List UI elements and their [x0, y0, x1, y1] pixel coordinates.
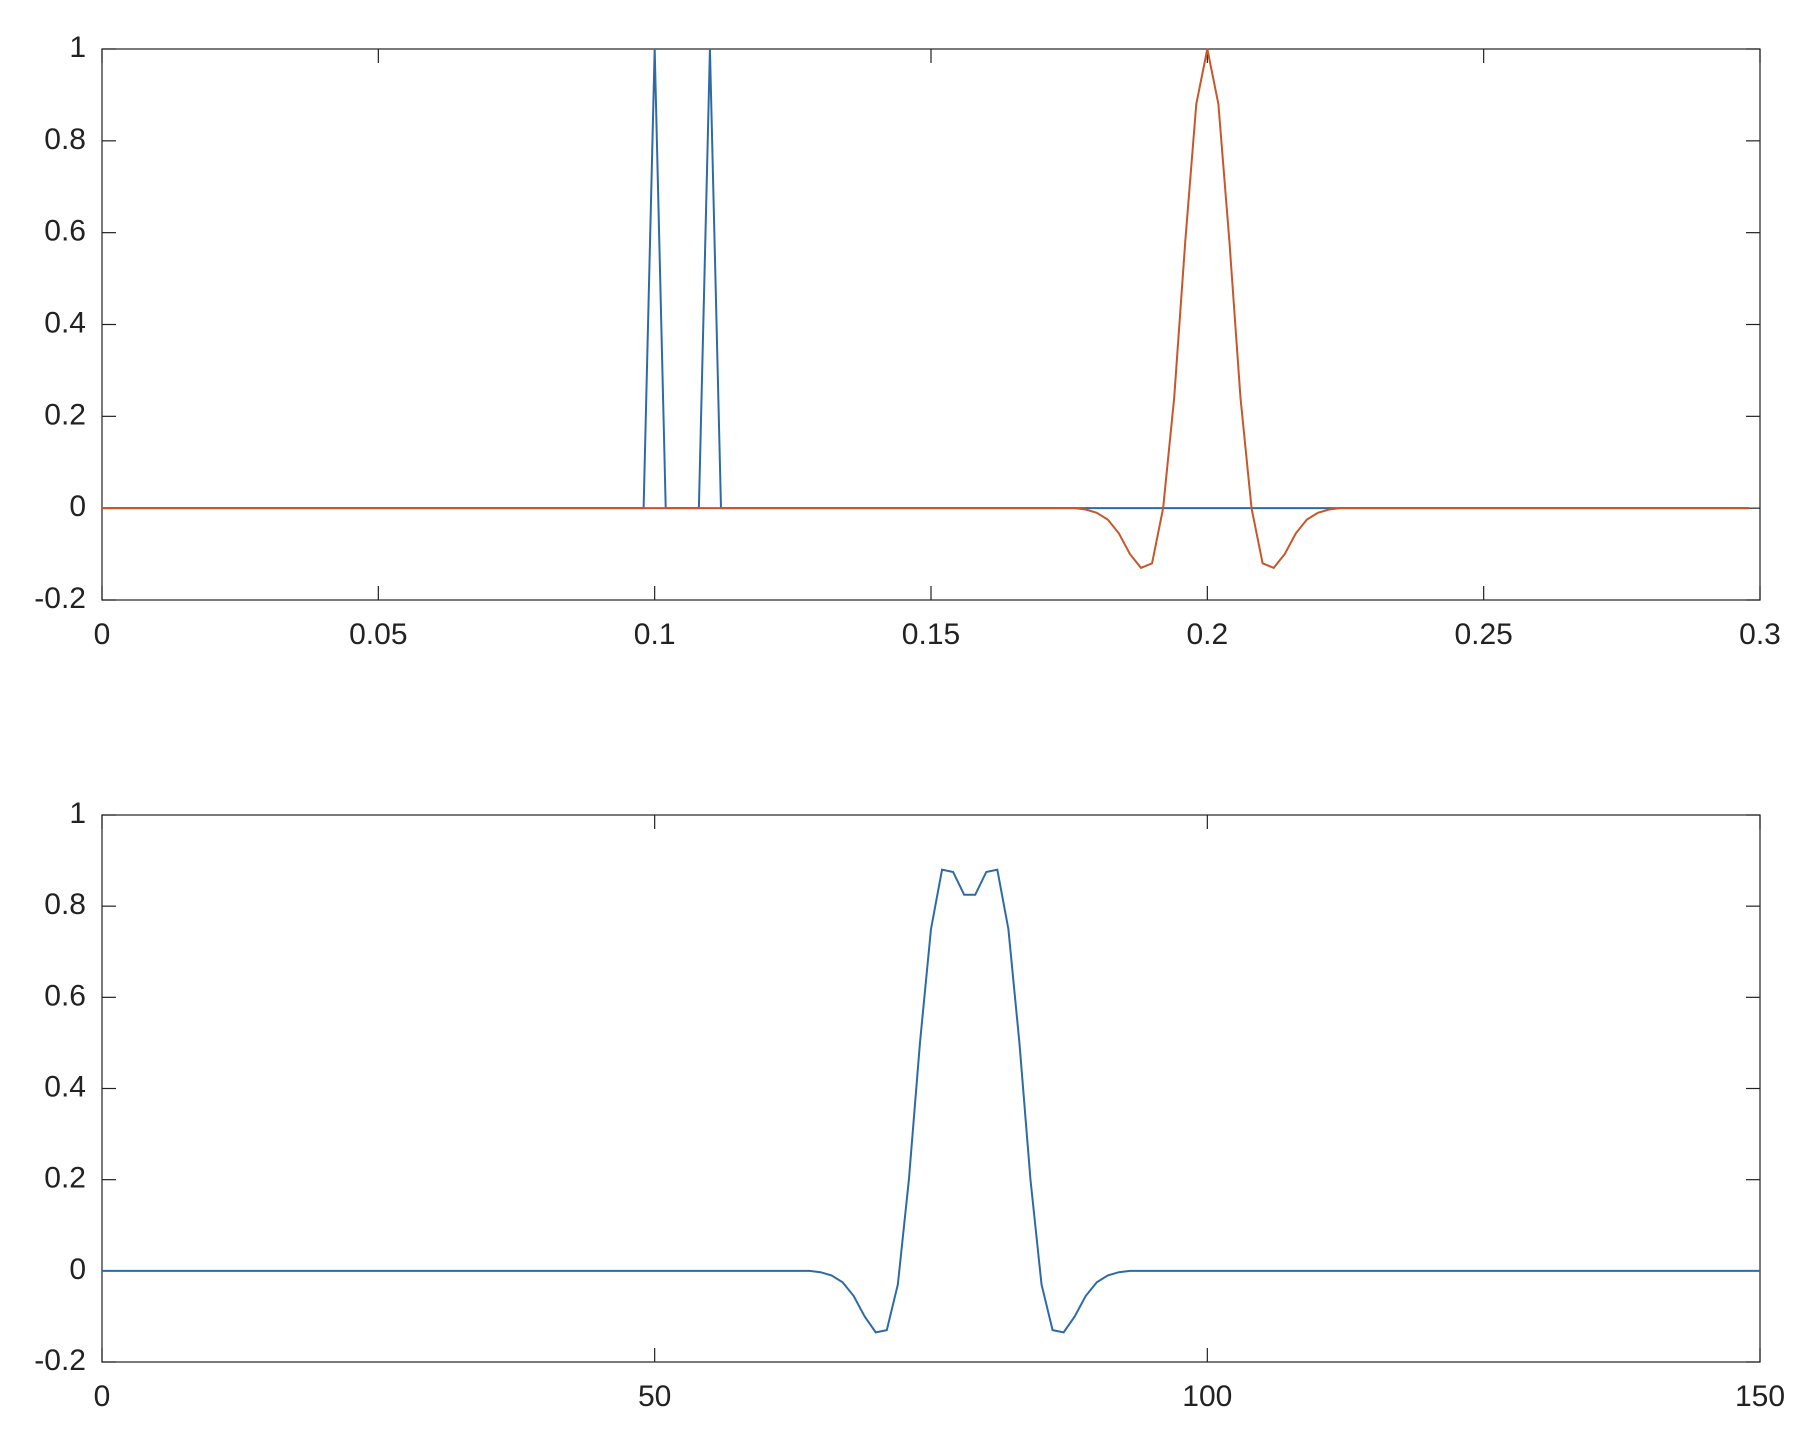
- y-tick-label: -0.2: [34, 1344, 86, 1377]
- plot-frame: [101, 48, 1761, 601]
- x-tick-label: 0.3: [1739, 618, 1781, 651]
- y-tick-label: 1: [69, 31, 86, 64]
- x-tick-label: 0.1: [634, 618, 676, 651]
- y-tick-label: 0.8: [44, 123, 86, 156]
- x-tick-label: 0: [94, 1380, 111, 1413]
- y-tick-label: 0.2: [44, 1162, 86, 1195]
- data-line: [102, 868, 1760, 1334]
- x-tick-label: 150: [1735, 1380, 1785, 1413]
- data-line: [102, 48, 1749, 510]
- x-tick-label: 0.15: [902, 618, 960, 651]
- y-tick-label: 0: [69, 1253, 86, 1286]
- x-tick-label: 0.05: [349, 618, 407, 651]
- x-tick-label: 0.25: [1454, 618, 1512, 651]
- y-tick-label: 0: [69, 490, 86, 523]
- x-tick-label: 0: [94, 618, 111, 651]
- x-tick-label: 100: [1182, 1380, 1232, 1413]
- y-tick-label: 0.6: [44, 979, 86, 1012]
- y-tick-label: -0.2: [34, 582, 86, 615]
- y-tick-label: 0.6: [44, 215, 86, 248]
- data-line: [102, 48, 1749, 570]
- y-tick-label: 1: [69, 797, 86, 830]
- x-tick-label: 50: [638, 1380, 671, 1413]
- y-tick-label: 0.4: [44, 306, 86, 339]
- y-tick-label: 0.2: [44, 398, 86, 431]
- y-tick-label: 0.4: [44, 1070, 86, 1103]
- plot-frame: [101, 814, 1761, 1363]
- y-tick-label: 0.8: [44, 888, 86, 921]
- x-tick-label: 0.2: [1186, 618, 1228, 651]
